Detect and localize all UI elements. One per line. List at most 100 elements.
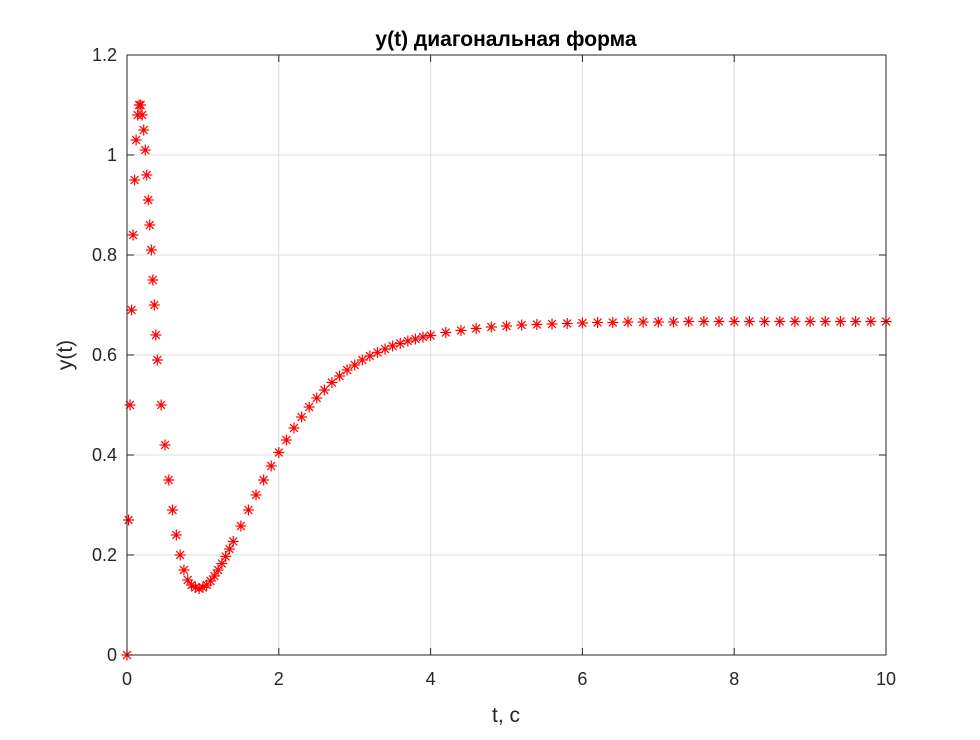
data-point	[531, 319, 543, 330]
ticks	[126, 54, 887, 656]
data-point	[178, 564, 190, 576]
data-point	[341, 364, 353, 376]
data-point	[130, 134, 142, 146]
y-tick-label: 1	[107, 145, 117, 165]
y-tick-label: 0.2	[92, 545, 117, 565]
data-point	[576, 317, 588, 329]
grid	[126, 54, 887, 656]
data-point	[296, 411, 308, 423]
data-point	[273, 447, 285, 458]
data-point	[150, 329, 162, 341]
data-point	[212, 564, 224, 576]
data-point	[141, 169, 153, 181]
data-point	[417, 331, 429, 343]
data-point	[235, 520, 247, 532]
data-point	[425, 330, 437, 341]
x-tick-label: 4	[426, 669, 436, 689]
data-point	[622, 316, 634, 328]
data-point	[546, 318, 558, 330]
data-point	[129, 174, 141, 186]
data-point	[303, 401, 315, 413]
data-point	[409, 333, 421, 345]
data-point	[485, 321, 497, 333]
data-point	[349, 359, 361, 371]
data-point	[865, 316, 877, 327]
data-point	[387, 340, 399, 352]
data-point	[136, 109, 148, 121]
data-markers	[121, 99, 892, 661]
data-point	[151, 354, 163, 366]
data-point	[311, 392, 323, 404]
data-point	[139, 144, 151, 156]
data-point	[607, 317, 619, 328]
y-tick-label: 1.2	[92, 45, 117, 65]
data-point	[850, 316, 862, 327]
data-point	[163, 474, 175, 486]
data-point	[728, 316, 740, 327]
data-point	[470, 323, 482, 334]
data-point	[208, 570, 220, 582]
data-point	[789, 316, 801, 327]
data-point	[155, 399, 167, 411]
data-point	[144, 219, 156, 231]
data-point	[138, 124, 150, 136]
y-tick-label: 0.8	[92, 245, 117, 265]
data-point	[516, 319, 528, 331]
data-point	[637, 316, 649, 328]
x-tick-label: 6	[577, 669, 587, 689]
data-point	[124, 399, 136, 411]
x-axis-label: t, c	[492, 704, 520, 727]
data-point	[834, 316, 846, 327]
data-point	[804, 316, 816, 327]
data-point	[743, 316, 755, 327]
data-point	[145, 244, 157, 256]
data-point	[774, 316, 786, 327]
data-point	[819, 316, 831, 327]
data-point	[713, 316, 725, 327]
data-point	[561, 318, 573, 329]
data-point	[326, 377, 338, 388]
x-tick-label: 10	[876, 669, 896, 689]
data-point	[142, 194, 154, 206]
data-point	[250, 489, 262, 501]
data-point	[148, 299, 160, 311]
x-tick-label: 0	[122, 669, 132, 689]
data-point	[334, 370, 346, 382]
data-point	[318, 384, 330, 396]
data-point	[174, 549, 186, 561]
data-point	[170, 529, 182, 541]
data-point	[258, 474, 270, 486]
data-point	[759, 316, 771, 327]
data-point	[265, 460, 277, 472]
data-point	[135, 99, 147, 111]
data-point	[394, 338, 406, 349]
chart-title: y(t) диагональная форма	[375, 28, 637, 51]
data-point	[501, 320, 512, 332]
x-tick-label: 2	[274, 669, 284, 689]
y-tick-label: 0.4	[92, 445, 117, 465]
data-point	[455, 325, 467, 336]
data-point	[652, 316, 664, 328]
data-point	[356, 354, 368, 366]
data-point	[667, 316, 679, 328]
data-point	[167, 504, 179, 516]
tick-labels: 0 2 4 6 8 10 0 0.2 0.4 0.6 0.8 1 1.2	[92, 45, 896, 689]
y-tick-label: 0.6	[92, 345, 117, 365]
data-point	[280, 434, 292, 446]
data-point	[440, 327, 452, 338]
y-tick-label: 0	[107, 645, 117, 665]
x-tick-label: 8	[729, 669, 739, 689]
data-point	[592, 317, 604, 328]
data-point	[147, 274, 159, 286]
data-point	[698, 316, 710, 327]
data-point	[683, 316, 695, 327]
data-point	[182, 574, 194, 586]
data-point	[159, 439, 171, 451]
data-point	[242, 504, 254, 516]
y-axis-label: y(t)	[54, 340, 77, 370]
data-point	[227, 536, 239, 547]
data-point	[127, 229, 139, 241]
data-point	[126, 304, 138, 316]
